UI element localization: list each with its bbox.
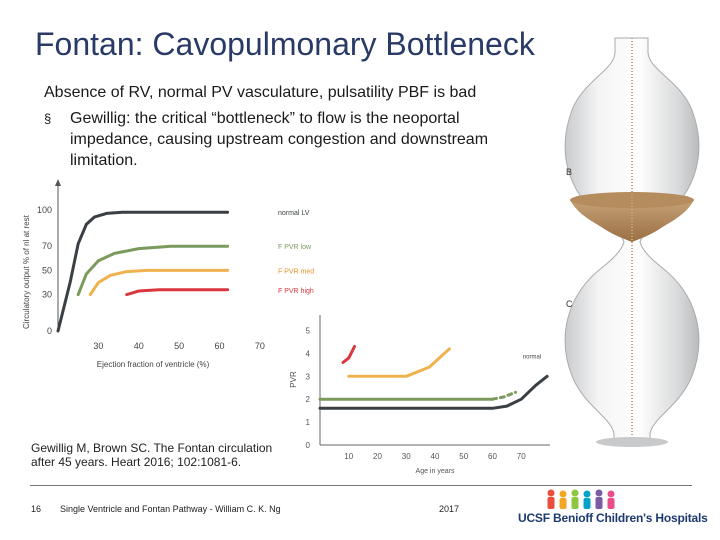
x-tick-label: 70 [255,341,265,351]
x-tick-label: 30 [93,341,103,351]
slide-title: Fontan: Cavopulmonary Bottleneck [35,26,535,62]
page-number: 16 [31,504,42,514]
y-tick-label: 2 [306,395,311,404]
y-tick-label: 3 [306,372,311,381]
pvr-chart-background [282,305,572,480]
x-tick-label: 40 [134,341,144,351]
y-tick-label: 1 [306,418,311,427]
series-line [56,210,230,333]
y-tick-label: 70 [42,241,52,251]
x-tick-label: 60 [215,341,225,351]
y-tick-label: 0 [47,326,52,336]
output-chart-series [56,210,230,333]
output-chart: 0 30 50 70 100 30 40 50 60 70 Ejection fraction of… [22,179,314,369]
x-tick-label: 50 [174,341,184,351]
series-line [318,374,549,410]
intro-text: Absence of RV, normal PV vasculature, pu… [44,84,477,101]
footer-title: Single Ventricle and Fontan Pathway - Wi… [60,504,281,514]
series-label: normal [523,354,541,360]
hourglass-illustration: B C [564,37,700,447]
y-tick-label: 0 [306,441,311,450]
legend-label: F PVR high [278,288,314,295]
x-tick-label: 30 [402,452,411,461]
x-axis-label: Ejection fraction of ventricle (%) [97,360,210,369]
footer-year: 2017 [439,504,460,514]
citation: Gewillig M, Brown SC. The Fontan circula… [31,441,273,469]
footer-divider [30,485,692,486]
x-tick-label: 60 [488,452,497,461]
output-chart-labels: normal LV F PVR low F PVR med F PVR high [278,210,314,295]
x-tick-label: 40 [431,452,440,461]
y-axis-label: Circulatory output % of nl at rest [22,214,31,329]
x-axis-label: Age in years [416,468,455,475]
y-tick-label: 30 [42,290,52,300]
series-line [341,345,356,364]
series-line [88,268,230,297]
y-axis-arrow [55,179,61,186]
hourglass-base [596,437,668,447]
x-tick-label: 70 [517,452,526,461]
series-line [76,244,230,297]
series-line [347,347,451,378]
pvr-chart-series: normal [318,345,549,410]
y-tick-label: 4 [306,349,311,358]
x-tick-label: 50 [459,452,468,461]
hospital-logo-text: UCSF Benioff Children's Hospitals [518,511,708,525]
bullet-item: § Gewillig: the critical “bottleneck” to… [44,108,544,171]
people-logo-icon [547,489,615,509]
x-tick-label: 20 [373,452,382,461]
hourglass-label-c: C [566,299,573,309]
x-tick-label: 10 [344,452,353,461]
hourglass-label-b: B [566,167,572,177]
output-chart-axes: 0 30 50 70 100 30 40 50 60 70 Ejection fraction of… [22,179,265,369]
hourglass-sand-upper [570,196,694,242]
legend-label: F PVR med [278,268,314,275]
legend-label: F PVR low [278,244,312,251]
bullet-mark: § [44,111,52,126]
bullet-text: Gewillig: the critical “bottleneck” to f… [70,110,489,169]
y-axis-label: PVR [289,371,298,388]
legend-label: normal LV [278,210,310,217]
pvr-chart-axes: 0 1 2 3 4 5 10 20 30 40 50 60 70 Age in years PVR [289,315,550,475]
y-tick-label: 50 [42,265,52,275]
series-line [491,390,517,401]
y-tick-label: 100 [37,205,52,215]
series-line [125,288,230,297]
y-tick-label: 5 [306,326,311,335]
pvr-chart: 0 1 2 3 4 5 10 20 30 40 50 60 70 Age in years PVR norm… [282,305,572,480]
